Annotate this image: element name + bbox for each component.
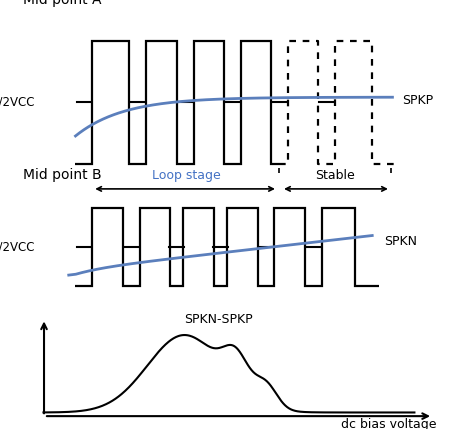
Text: 1/2VCC: 1/2VCC xyxy=(0,241,35,254)
Text: Mid point B: Mid point B xyxy=(23,168,101,182)
Text: Mid point A: Mid point A xyxy=(23,0,101,7)
Text: dc bias voltage: dc bias voltage xyxy=(341,418,437,429)
Text: SPKN-SPKP: SPKN-SPKP xyxy=(184,313,253,326)
Text: Stable: Stable xyxy=(315,169,355,182)
Text: SPKP: SPKP xyxy=(403,94,434,107)
Text: Loop stage: Loop stage xyxy=(152,169,220,182)
Text: SPKN: SPKN xyxy=(384,235,417,248)
Text: 1/2VCC: 1/2VCC xyxy=(0,96,35,109)
